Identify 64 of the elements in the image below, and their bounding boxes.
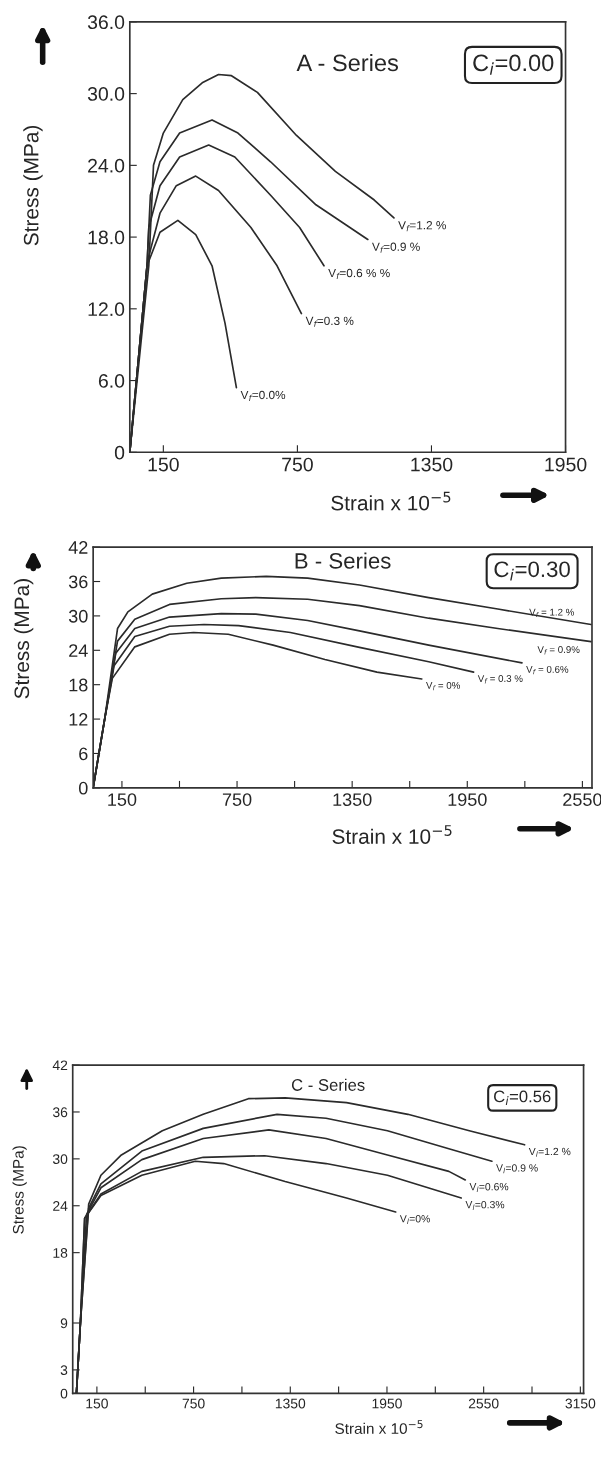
y-tick-label: 36.0 bbox=[87, 15, 125, 30]
x-axis-title: Strain x 10$^{−5}$ bbox=[335, 1420, 423, 1435]
y-tick-label: 9 bbox=[60, 1318, 68, 1329]
text: C - Series bbox=[291, 1078, 365, 1091]
series-label: V$_{f}$ = 0.3 % bbox=[477, 675, 523, 684]
y-tick-label: 24.0 bbox=[88, 158, 125, 173]
x-tick-label: 750 bbox=[222, 793, 252, 806]
series-label: V$_{f}$ = 0% bbox=[426, 681, 460, 691]
y-tick-label: 30.0 bbox=[87, 87, 125, 101]
y-tick-label: 36 bbox=[52, 1107, 68, 1118]
x-tick-label: 150 bbox=[86, 1398, 108, 1409]
text: A - Series bbox=[296, 53, 399, 72]
y-tick-label: 18 bbox=[53, 1247, 68, 1258]
y-tick-label: 30 bbox=[68, 609, 88, 623]
x-tick-label: 3150 bbox=[565, 1398, 596, 1409]
y-axis-title: Stress (MPa) bbox=[12, 1146, 27, 1234]
y-tick-label: 6 bbox=[79, 747, 88, 761]
annotation: C$_{i}$=0.56 bbox=[494, 1090, 551, 1105]
y-tick-label: 42 bbox=[68, 541, 88, 554]
x-axis-title: Strain x 10$^{−5}$ bbox=[331, 491, 451, 511]
x-tick-label: 1350 bbox=[411, 457, 453, 472]
annotation: C$_{i}$=0.00 bbox=[473, 54, 554, 75]
x-tick-label: 2550 bbox=[468, 1398, 499, 1409]
series-label: V$_{l}$=1.2 % bbox=[528, 1147, 571, 1157]
x-tick-label: 1350 bbox=[333, 793, 372, 806]
annotation: C$_{i}$=0.30 bbox=[494, 561, 570, 581]
y-tick-label: 42 bbox=[52, 1060, 68, 1071]
series-label: V$_{l}$=0% bbox=[399, 1215, 430, 1225]
series-label: V$_{f}$=0.6 % % bbox=[328, 268, 390, 280]
y-tick-label: 30 bbox=[52, 1154, 68, 1165]
x-tick-label: 150 bbox=[108, 793, 137, 806]
series-label: V$_{f}$=1.2 % bbox=[398, 221, 446, 232]
y-tick-label: 0 bbox=[78, 781, 88, 795]
x-tick-label: 1350 bbox=[275, 1398, 306, 1409]
x-tick-label: 1950 bbox=[372, 1398, 402, 1409]
series-label: V$_{f}$=0.3 % bbox=[305, 316, 354, 327]
y-tick-label: 0 bbox=[60, 1388, 68, 1399]
series-label: V$_{l}$=0.9 % bbox=[496, 1164, 538, 1174]
series-label: V$_{l}$=0.3% bbox=[465, 1200, 505, 1210]
y-tick-label: 36 bbox=[68, 575, 88, 589]
y-tick-label: 18.0 bbox=[88, 230, 125, 245]
y-axis-title: Stress (MPa) bbox=[13, 579, 34, 699]
x-tick-label: 1950 bbox=[545, 457, 587, 472]
x-tick-label: 1950 bbox=[448, 793, 487, 806]
y-axis-title: Stress (MPa) bbox=[23, 125, 43, 246]
y-tick-label: 3 bbox=[60, 1365, 68, 1376]
series-label: V$_{f}$=0.0% bbox=[240, 390, 286, 401]
series-label: V$_{l}$=0.6% bbox=[469, 1183, 509, 1192]
x-tick-label: 2550 bbox=[563, 793, 601, 806]
x-tick-label: 150 bbox=[148, 457, 179, 472]
y-tick-label: 24 bbox=[69, 644, 88, 657]
chart-title: B - Series bbox=[295, 552, 391, 569]
y-tick-label: 12 bbox=[69, 713, 88, 726]
series-label: V$_{f}$ = 0.6% bbox=[526, 665, 569, 675]
x-axis-title: Strain x 10$^{−5}$ bbox=[332, 825, 452, 844]
y-tick-label: 6.0 bbox=[98, 374, 125, 388]
series-label: V$_{f}$ = 0.9% bbox=[537, 646, 580, 655]
x-tick-label: 750 bbox=[282, 457, 313, 472]
y-tick-label: 12.0 bbox=[88, 302, 125, 317]
x-tick-label: 750 bbox=[182, 1398, 205, 1409]
series-label: V$_{f}$=0.9 % bbox=[372, 242, 420, 253]
y-tick-label: 24 bbox=[53, 1201, 68, 1211]
y-tick-label: 18 bbox=[69, 678, 88, 692]
y-tick-label: 0 bbox=[114, 445, 125, 460]
